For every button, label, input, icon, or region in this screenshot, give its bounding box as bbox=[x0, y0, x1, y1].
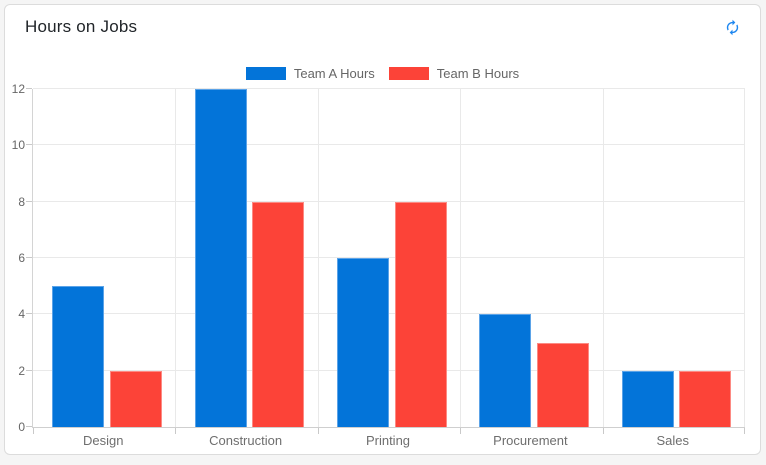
chart-card: Hours on Jobs Team A Hours Team B Hours 0… bbox=[4, 4, 761, 455]
y-tick-mark bbox=[26, 200, 32, 202]
x-axis-label: Procurement bbox=[493, 433, 568, 448]
refresh-icon bbox=[724, 19, 741, 39]
x-axis: Design Construction Printing Procurement Sal… bbox=[32, 433, 744, 451]
legend-swatch-team-b-hours bbox=[388, 67, 429, 80]
bar-team-b-hours-procurement[interactable] bbox=[537, 342, 590, 427]
y-axis-label: 2 bbox=[18, 363, 25, 378]
y-axis-label: 10 bbox=[11, 138, 25, 153]
h-gridline bbox=[33, 369, 745, 371]
h-gridline bbox=[33, 313, 745, 315]
y-tick-mark bbox=[26, 426, 32, 427]
x-axis-label: Construction bbox=[209, 433, 283, 448]
legend-swatch-team-a-hours bbox=[245, 67, 286, 80]
x-tick-mark bbox=[175, 428, 177, 434]
bar-team-b-hours-sales[interactable] bbox=[679, 370, 732, 427]
x-tick-mark bbox=[602, 428, 604, 434]
v-gridline bbox=[602, 89, 604, 427]
y-tick-mark bbox=[26, 257, 32, 258]
bar-team-a-hours-design[interactable] bbox=[52, 286, 105, 427]
bar-team-b-hours-construction[interactable] bbox=[252, 201, 305, 427]
y-axis: 0 2 4 6 8 10 12 bbox=[5, 82, 27, 434]
x-tick-mark bbox=[33, 428, 34, 434]
y-tick-mark bbox=[26, 88, 32, 89]
plot-area[interactable] bbox=[26, 88, 745, 434]
y-axis-label: 4 bbox=[18, 307, 25, 322]
x-axis-label: Design bbox=[82, 433, 124, 448]
chart-title: Hours on Jobs bbox=[25, 17, 138, 36]
y-tick-mark bbox=[26, 369, 32, 371]
h-gridline bbox=[33, 257, 745, 258]
bar-team-b-hours-design[interactable] bbox=[109, 370, 162, 427]
bar-team-a-hours-printing[interactable] bbox=[337, 258, 389, 427]
h-gridline bbox=[33, 144, 745, 146]
y-axis-label: 0 bbox=[18, 420, 25, 434]
refresh-button[interactable] bbox=[720, 17, 744, 41]
y-tick-mark bbox=[26, 313, 32, 315]
y-tick-mark bbox=[26, 144, 32, 146]
x-tick-mark bbox=[744, 428, 745, 434]
x-axis-label: Sales bbox=[656, 433, 690, 448]
bar-team-b-hours-printing[interactable] bbox=[394, 201, 447, 427]
bar-team-a-hours-procurement[interactable] bbox=[479, 314, 532, 427]
chart-legend: Team A Hours Team B Hours bbox=[5, 66, 760, 81]
v-gridline bbox=[175, 89, 177, 427]
v-gridline bbox=[317, 89, 319, 427]
legend-item-team-b-hours[interactable]: Team B Hours bbox=[388, 66, 520, 81]
x-tick-mark bbox=[317, 428, 319, 434]
bar-team-a-hours-sales[interactable] bbox=[621, 370, 674, 427]
h-gridline bbox=[33, 88, 745, 89]
h-gridline bbox=[33, 200, 745, 202]
v-gridline bbox=[744, 89, 745, 427]
x-axis-label: Printing bbox=[365, 433, 411, 448]
legend-item-team-a-hours[interactable]: Team A Hours bbox=[245, 66, 375, 81]
v-gridline bbox=[460, 89, 462, 427]
y-axis-label: 6 bbox=[18, 251, 25, 265]
y-axis-label: 12 bbox=[11, 82, 25, 96]
x-tick-mark bbox=[460, 428, 462, 434]
bar-team-a-hours-construction[interactable] bbox=[194, 89, 247, 427]
legend-label: Team B Hours bbox=[436, 66, 520, 81]
y-axis-label: 8 bbox=[18, 194, 25, 209]
legend-label: Team A Hours bbox=[293, 66, 375, 81]
